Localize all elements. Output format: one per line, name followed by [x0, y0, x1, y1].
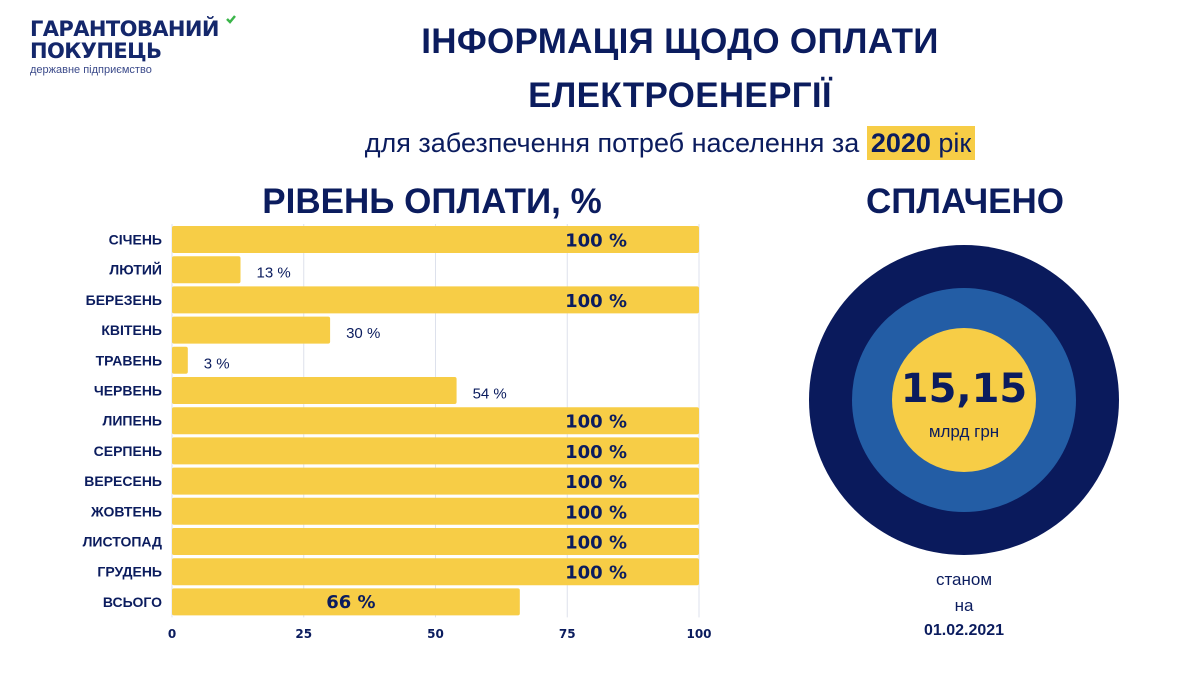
bar [172, 407, 699, 435]
category-label: ЛИПЕНЬ [103, 413, 162, 429]
data-label: 54 % [473, 386, 507, 403]
subtitle-prefix: для забезпечення потреб населення за [364, 128, 860, 158]
subtitle-suffix: рік [938, 128, 972, 158]
bar [172, 346, 188, 374]
data-label: 100 % [565, 533, 627, 554]
bar [172, 437, 699, 465]
x-tick-label: 25 [295, 627, 312, 641]
logo-line2: ПОКУПЕЦЬ [30, 39, 162, 63]
bar [172, 588, 520, 616]
data-label: 100 % [565, 563, 627, 584]
category-label: ВЕРЕСЕНЬ [84, 473, 162, 489]
data-label: 100 % [565, 472, 627, 493]
category-label: ГРУДЕНЬ [97, 564, 162, 580]
bar [172, 377, 457, 404]
category-label: КВІТЕНЬ [101, 322, 162, 338]
data-label: 100 % [565, 291, 627, 312]
data-label: 30 % [346, 325, 380, 342]
bar [172, 497, 699, 525]
logo: ГАРАНТОВАНИЙ ПОКУПЕЦЬ державне підприємс… [30, 15, 240, 76]
data-label: 66 % [326, 592, 375, 613]
note-line1: станом [935, 570, 993, 589]
category-label: ЖОВТЕНЬ [90, 503, 162, 519]
bar-chart: 0 25 50 75 100 СІЧЕНЬ 100 % ЛЮТИЙ 13 % БЕРЕЗЕНЬ 10… [83, 224, 712, 641]
ring-middle [852, 288, 1076, 512]
bar [172, 286, 699, 314]
bar [172, 316, 331, 344]
x-tick-label: 75 [559, 627, 576, 641]
page-title-line2: ЕЛЕКТРОЕНЕРГІЇ [528, 76, 832, 115]
logo-line1: ГАРАНТОВАНИЙ [30, 17, 219, 41]
category-label: БЕРЕЗЕНЬ [86, 292, 162, 308]
paid-value: 15,15 [901, 366, 1028, 412]
category-label: ВСЬОГО [103, 594, 162, 610]
ring-inner [892, 328, 1036, 472]
category-label: СІЧЕНЬ [109, 232, 162, 248]
bar [172, 226, 699, 253]
page-subtitle: для забезпечення потреб населення за 202… [280, 126, 1060, 160]
data-label: 3 % [204, 355, 230, 372]
ring-outer [809, 245, 1119, 555]
category-label: ЛИСТОПАД [83, 534, 162, 550]
category-label: ЛЮТИЙ [109, 261, 162, 278]
page-title-line1: ІНФОРМАЦІЯ ЩОДО ОПЛАТИ [421, 22, 939, 61]
category-label: ЧЕРВЕНЬ [94, 383, 162, 399]
bar [172, 528, 699, 555]
bar-chart-title: РІВЕНЬ ОПЛАТИ, % [262, 182, 602, 221]
data-label: 100 % [565, 502, 627, 523]
x-tick-label: 50 [427, 627, 444, 641]
check-icon [226, 15, 236, 24]
logo-line3: державне підприємство [30, 64, 152, 76]
data-label: 13 % [257, 265, 291, 282]
x-tick-label: 0 [168, 627, 176, 641]
note-date: 01.02.2021 [923, 622, 1005, 639]
bar [172, 558, 699, 586]
bar [172, 256, 241, 284]
subtitle-year-highlight: 2020 рік [866, 126, 976, 160]
subtitle-year: 2020 [870, 128, 931, 158]
bar [172, 467, 699, 495]
data-label: 100 % [565, 442, 627, 463]
note-line2: на [954, 596, 974, 615]
data-label: 100 % [565, 412, 627, 433]
paid-unit: млрд грн [929, 422, 999, 441]
category-label: ТРАВЕНЬ [96, 352, 162, 368]
data-label: 100 % [565, 231, 627, 252]
paid-title: СПЛАЧЕНО [865, 182, 1065, 221]
category-label: СЕРПЕНЬ [94, 443, 162, 459]
x-tick-label: 100 [686, 627, 711, 641]
